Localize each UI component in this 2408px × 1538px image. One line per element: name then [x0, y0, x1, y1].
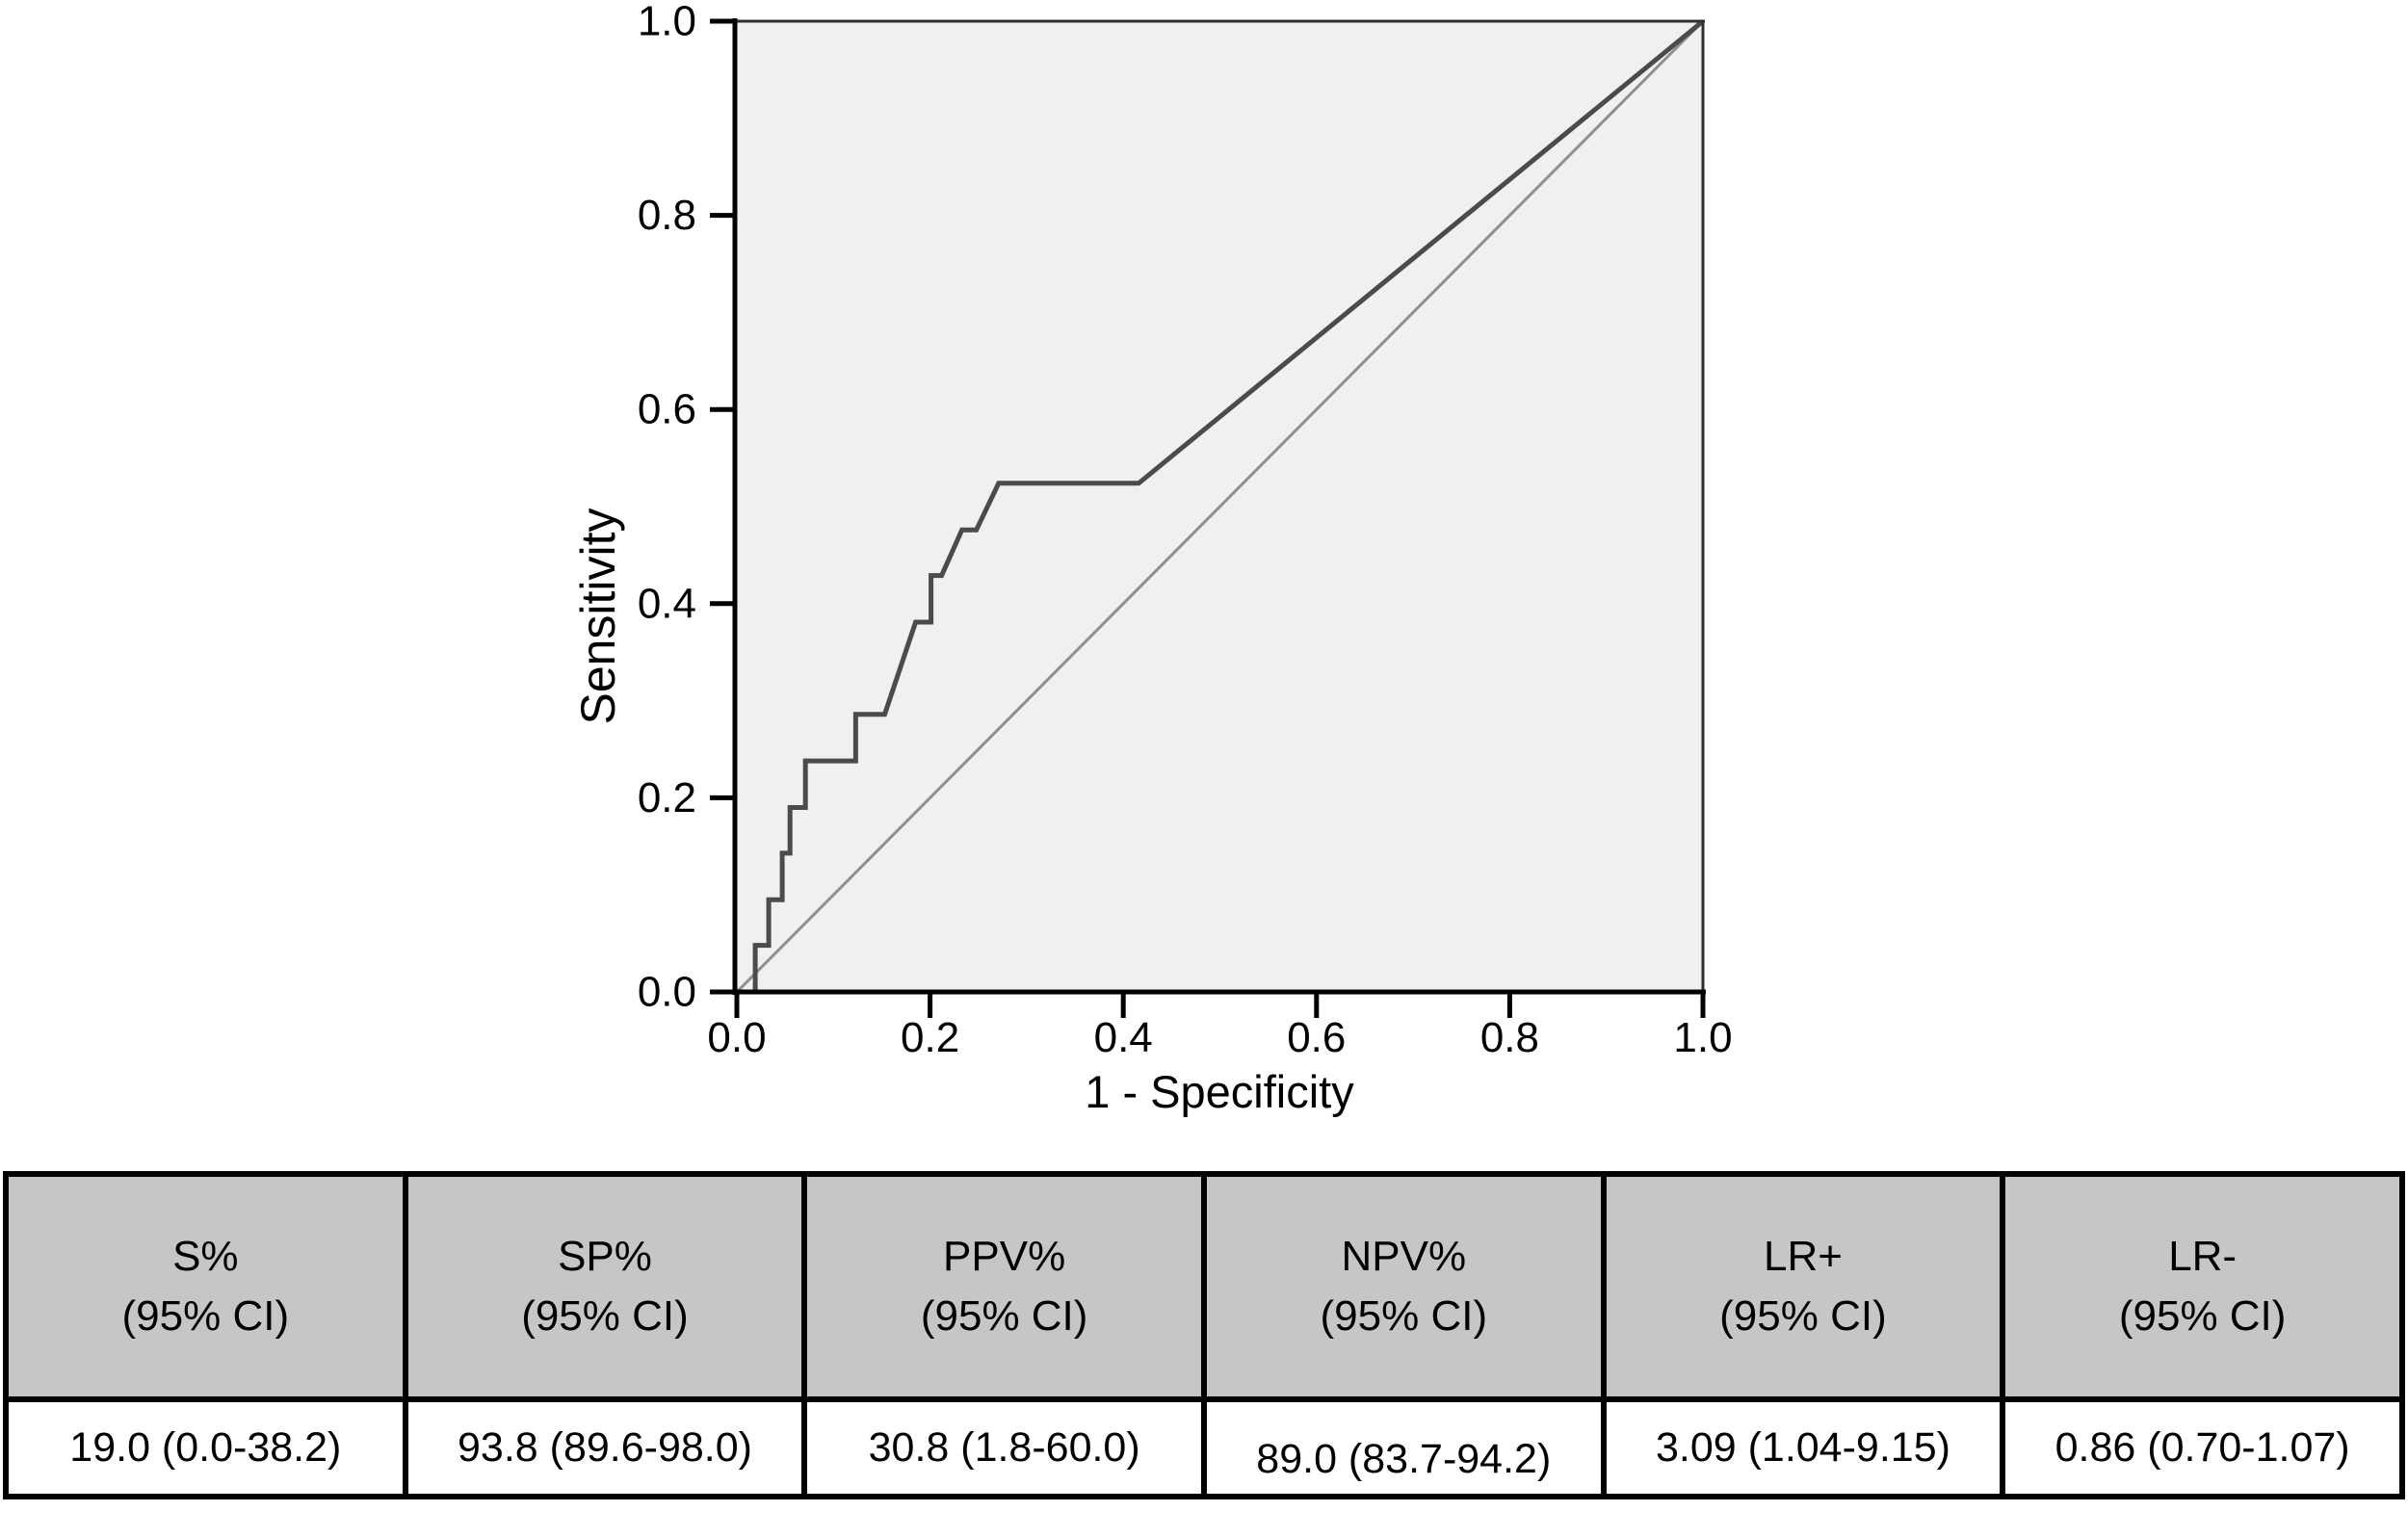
header-ci: (95% CI): [920, 1292, 1088, 1340]
x-axis-label: 1 - Specificity: [1085, 1066, 1354, 1117]
table-header-sp: SP% (95% CI): [402, 1171, 808, 1402]
y-tick-label: 0.8: [638, 192, 696, 239]
value-sp: 93.8 (89.6-98.0): [402, 1396, 808, 1499]
table-header-row: S% (95% CI) SP% (95% CI) PPV% (95% CI) N…: [3, 1171, 2405, 1402]
header-metric: LR-: [2168, 1233, 2238, 1280]
header-metric: NPV%: [1341, 1233, 1467, 1280]
y-tick-label: 0.2: [638, 774, 696, 821]
value-npv: 89.0 (83.7-94.2): [1200, 1396, 1607, 1499]
x-tick-label: 0.6: [1287, 1014, 1346, 1061]
x-tick-label: 0.4: [1094, 1014, 1153, 1061]
table-header-lr-minus: LR- (95% CI): [2000, 1171, 2405, 1402]
table-header-ppv: PPV% (95% CI): [801, 1171, 1207, 1402]
header-metric: S%: [172, 1233, 239, 1280]
header-ci: (95% CI): [1719, 1292, 1887, 1340]
value-lr-plus: 3.09 (1.04-9.15): [1600, 1396, 2006, 1499]
value-s: 19.0 (0.0-38.2): [3, 1396, 408, 1499]
table-value-row: 19.0 (0.0-38.2) 93.8 (89.6-98.0) 30.8 (1…: [3, 1396, 2405, 1499]
roc-curve: [737, 19, 1705, 995]
y-tick-label: 0.4: [638, 580, 696, 627]
header-ci: (95% CI): [521, 1292, 689, 1340]
header-ci: (95% CI): [2118, 1292, 2287, 1340]
table-header-lr-plus: LR+ (95% CI): [1600, 1171, 2006, 1402]
x-tick-label: 0.2: [901, 1014, 959, 1061]
x-tick-label: 1.0: [1673, 1014, 1732, 1061]
table-header-s: S% (95% CI): [3, 1171, 408, 1402]
x-tick-label: 0.0: [707, 1014, 766, 1061]
header-ci: (95% CI): [121, 1292, 290, 1340]
value-ppv: 30.8 (1.8-60.0): [801, 1396, 1207, 1499]
y-tick-label: 1.0: [638, 0, 696, 45]
header-metric: PPV%: [943, 1233, 1066, 1280]
value-lr-minus: 0.86 (0.70-1.07): [2000, 1396, 2405, 1499]
x-tick-label: 0.8: [1480, 1014, 1539, 1061]
header-metric: SP%: [558, 1233, 652, 1280]
roc-chart: 0.0 0.2 0.4 0.6 0.8 1.0 0.0 0.2 0.4 0.6 0.8 1.0 Sen…: [571, 0, 1733, 1117]
metrics-table: S% (95% CI) SP% (95% CI) PPV% (95% CI) N…: [3, 1171, 2405, 1499]
header-metric: LR+: [1763, 1233, 1843, 1280]
y-tick-label: 0.6: [638, 386, 696, 433]
header-ci: (95% CI): [1320, 1292, 1488, 1340]
y-axis-label: Sensitivity: [571, 508, 625, 724]
y-tick-label: 0.0: [638, 969, 696, 1016]
table-header-npv: NPV% (95% CI): [1200, 1171, 1607, 1402]
reference-line: [735, 19, 1705, 994]
